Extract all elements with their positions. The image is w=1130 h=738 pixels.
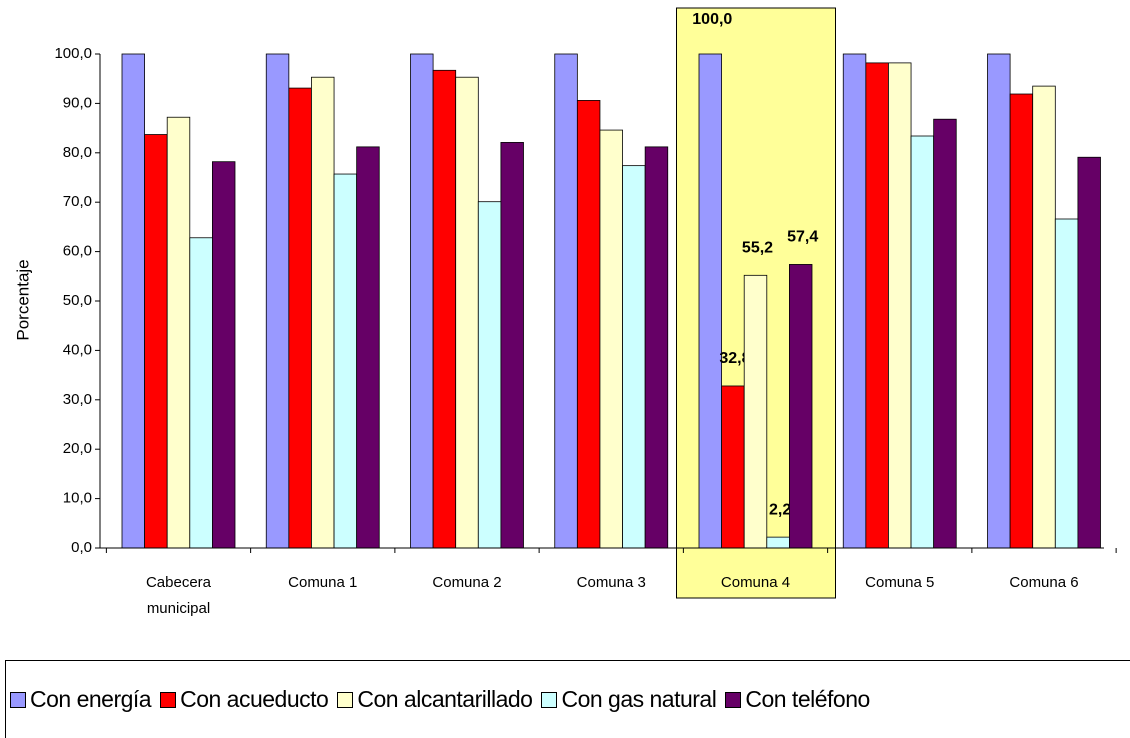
bar (599, 129, 623, 549)
bar (144, 134, 168, 549)
bar (121, 53, 146, 549)
bar (721, 385, 745, 549)
bar (1009, 93, 1034, 549)
bar (554, 53, 578, 549)
legend: Con energía Con acueducto Con alcantarilla… (5, 660, 1130, 738)
bar (166, 116, 191, 549)
legend-label: Con acueducto (180, 686, 329, 712)
data-label: 57,4 (787, 229, 818, 246)
bar (743, 274, 768, 549)
bar (888, 62, 912, 549)
legend-item: Con teléfono (725, 686, 870, 713)
y-tick-label: 90,0 (63, 94, 92, 111)
bar (356, 146, 380, 549)
bar (576, 100, 601, 549)
legend-item: Con acueducto (160, 686, 329, 713)
x-tick-label: Comuna 1 (288, 574, 358, 591)
y-tick-label: 60,0 (63, 243, 92, 260)
y-tick-label: 50,0 (63, 292, 92, 309)
data-label: 2,2 (769, 501, 791, 518)
x-tick-label: Cabecera municipal (145, 574, 212, 617)
y-tick-label: 70,0 (63, 193, 92, 210)
bar (1077, 156, 1101, 549)
x-tick-label: Comuna 3 (576, 574, 646, 591)
bar (500, 142, 524, 549)
y-tick-label: 30,0 (63, 391, 92, 408)
legend-swatch (10, 691, 26, 708)
bar (265, 53, 290, 549)
data-label: 55,2 (742, 240, 773, 257)
legend-item: Con gas natural (541, 686, 717, 713)
bar (288, 87, 312, 549)
data-label: 32,8 (719, 350, 750, 367)
bar (622, 165, 646, 549)
x-tick-label: Comuna 5 (865, 574, 935, 591)
bar (455, 76, 479, 549)
legend-swatch (337, 691, 354, 708)
legend-swatch (541, 691, 558, 708)
bar (477, 201, 502, 549)
legend-label: Con teléfono (745, 686, 870, 712)
bar (987, 53, 1011, 549)
bar (766, 536, 790, 549)
bar (644, 146, 669, 549)
x-tick-label: Comuna 2 (432, 574, 502, 591)
bar (432, 69, 457, 549)
legend-label: Con gas natural (561, 686, 717, 712)
y-tick-label: 100,0 (54, 45, 92, 62)
bar (410, 53, 434, 549)
bar (698, 53, 723, 549)
y-axis-label: Porcentaje (13, 259, 32, 340)
bar (789, 264, 813, 549)
legend-item: Con energía (10, 686, 152, 713)
y-tick-label: 40,0 (63, 341, 92, 358)
legend-item: Con alcantarillado (337, 686, 533, 713)
y-tick-label: 0,0 (71, 539, 92, 556)
bar (211, 161, 236, 549)
y-tick-label: 10,0 (63, 490, 92, 507)
bar (189, 237, 213, 549)
bar (1032, 85, 1056, 549)
bar (865, 62, 889, 549)
data-label: 100,0 (692, 11, 732, 28)
legend-label: Con alcantarillado (357, 686, 533, 712)
bar (842, 53, 867, 549)
y-tick-label: 20,0 (63, 440, 92, 457)
y-tick-label: 80,0 (63, 144, 92, 161)
bar (1054, 218, 1079, 549)
x-tick-label: Comuna 4 (720, 574, 791, 591)
bar (333, 173, 358, 549)
bar (910, 135, 935, 549)
x-tick-label: Comuna 6 (1009, 574, 1079, 591)
legend-label: Con energía (30, 686, 152, 712)
bar (311, 76, 335, 549)
bar (933, 118, 957, 549)
legend-swatch (725, 691, 742, 708)
legend-swatch (160, 691, 177, 708)
